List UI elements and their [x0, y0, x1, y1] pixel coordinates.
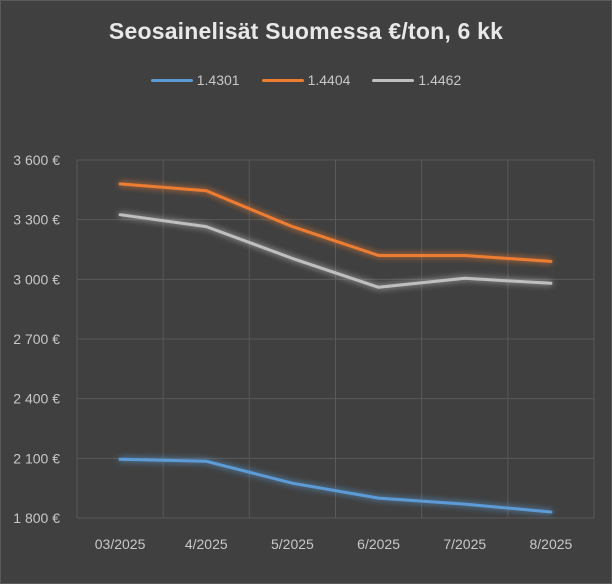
legend-item-1.4404: 1.4404	[261, 72, 351, 88]
y-tick-label: 1 800 €	[13, 510, 60, 526]
x-tick-label: 03/2025	[95, 536, 146, 552]
legend-item-1.4462: 1.4462	[372, 72, 461, 88]
x-tick-label: 6/2025	[357, 536, 400, 552]
legend-label-1.4462: 1.4462	[418, 72, 462, 88]
y-tick-label: 3 300 €	[13, 212, 60, 228]
y-tick-label: 3 600 €	[13, 152, 60, 168]
x-tick-label: 4/2025	[185, 536, 228, 552]
series-line-1.4404	[118, 182, 553, 263]
chart-legend: 1.4301 1.4404 1.4462	[0, 72, 612, 88]
x-tick-label: 5/2025	[271, 536, 314, 552]
legend-label-1.4301: 1.4301	[196, 72, 240, 88]
y-tick-label: 3 000 €	[13, 271, 60, 287]
y-tick-label: 2 700 €	[13, 331, 60, 347]
y-tick-label: 2 400 €	[13, 391, 60, 407]
y-tick-label: 2 100 €	[13, 450, 60, 466]
series-line-1.4462	[118, 213, 553, 289]
chart-title: Seosainelisät Suomessa €/ton, 6 kk	[108, 18, 504, 44]
legend-item-1.4301: 1.4301	[150, 72, 240, 88]
legend-swatch-1.4301	[150, 78, 193, 82]
legend-swatch-1.4404	[261, 78, 304, 82]
series-line-1.4301	[118, 457, 553, 514]
legend-swatch-1.4462	[372, 78, 415, 82]
x-tick-label: 8/2025	[530, 536, 573, 552]
x-tick-label: 7/2025	[443, 536, 486, 552]
legend-label-1.4404: 1.4404	[307, 72, 351, 88]
